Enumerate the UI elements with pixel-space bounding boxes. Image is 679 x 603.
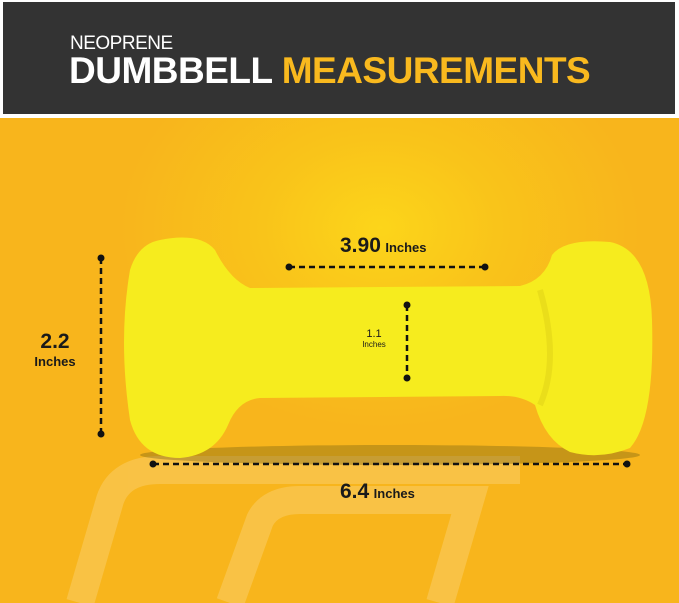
handle-diameter-label: 1.1 Inches (357, 328, 391, 349)
unit: Inches (385, 240, 427, 255)
dimension-lines (99, 258, 627, 466)
header-title: DUMBBELL MEASUREMENTS (69, 50, 591, 92)
head-height-label: 2.2 Inches (30, 330, 80, 369)
title-white: DUMBBELL (69, 50, 272, 91)
value: 1.1 (366, 328, 382, 340)
header-banner: NEOPRENE DUMBBELL MEASUREMENTS (3, 2, 675, 114)
unit: Inches (34, 354, 76, 369)
dumbbell-shadow (140, 445, 640, 465)
watermark-logo (66, 456, 520, 603)
value: 6.4 (340, 480, 370, 503)
title-accent: MEASUREMENTS (281, 50, 591, 91)
unit: Inches (362, 340, 386, 349)
total-length-label: 6.4 Inches (340, 480, 415, 504)
handle-length-label: 3.90 Inches (340, 234, 427, 258)
header-subtitle: NEOPRENE (70, 33, 173, 54)
dumbbell-body (124, 237, 653, 458)
value: 3.90 (340, 234, 381, 257)
unit: Inches (373, 486, 415, 501)
value: 2.2 (40, 330, 70, 353)
